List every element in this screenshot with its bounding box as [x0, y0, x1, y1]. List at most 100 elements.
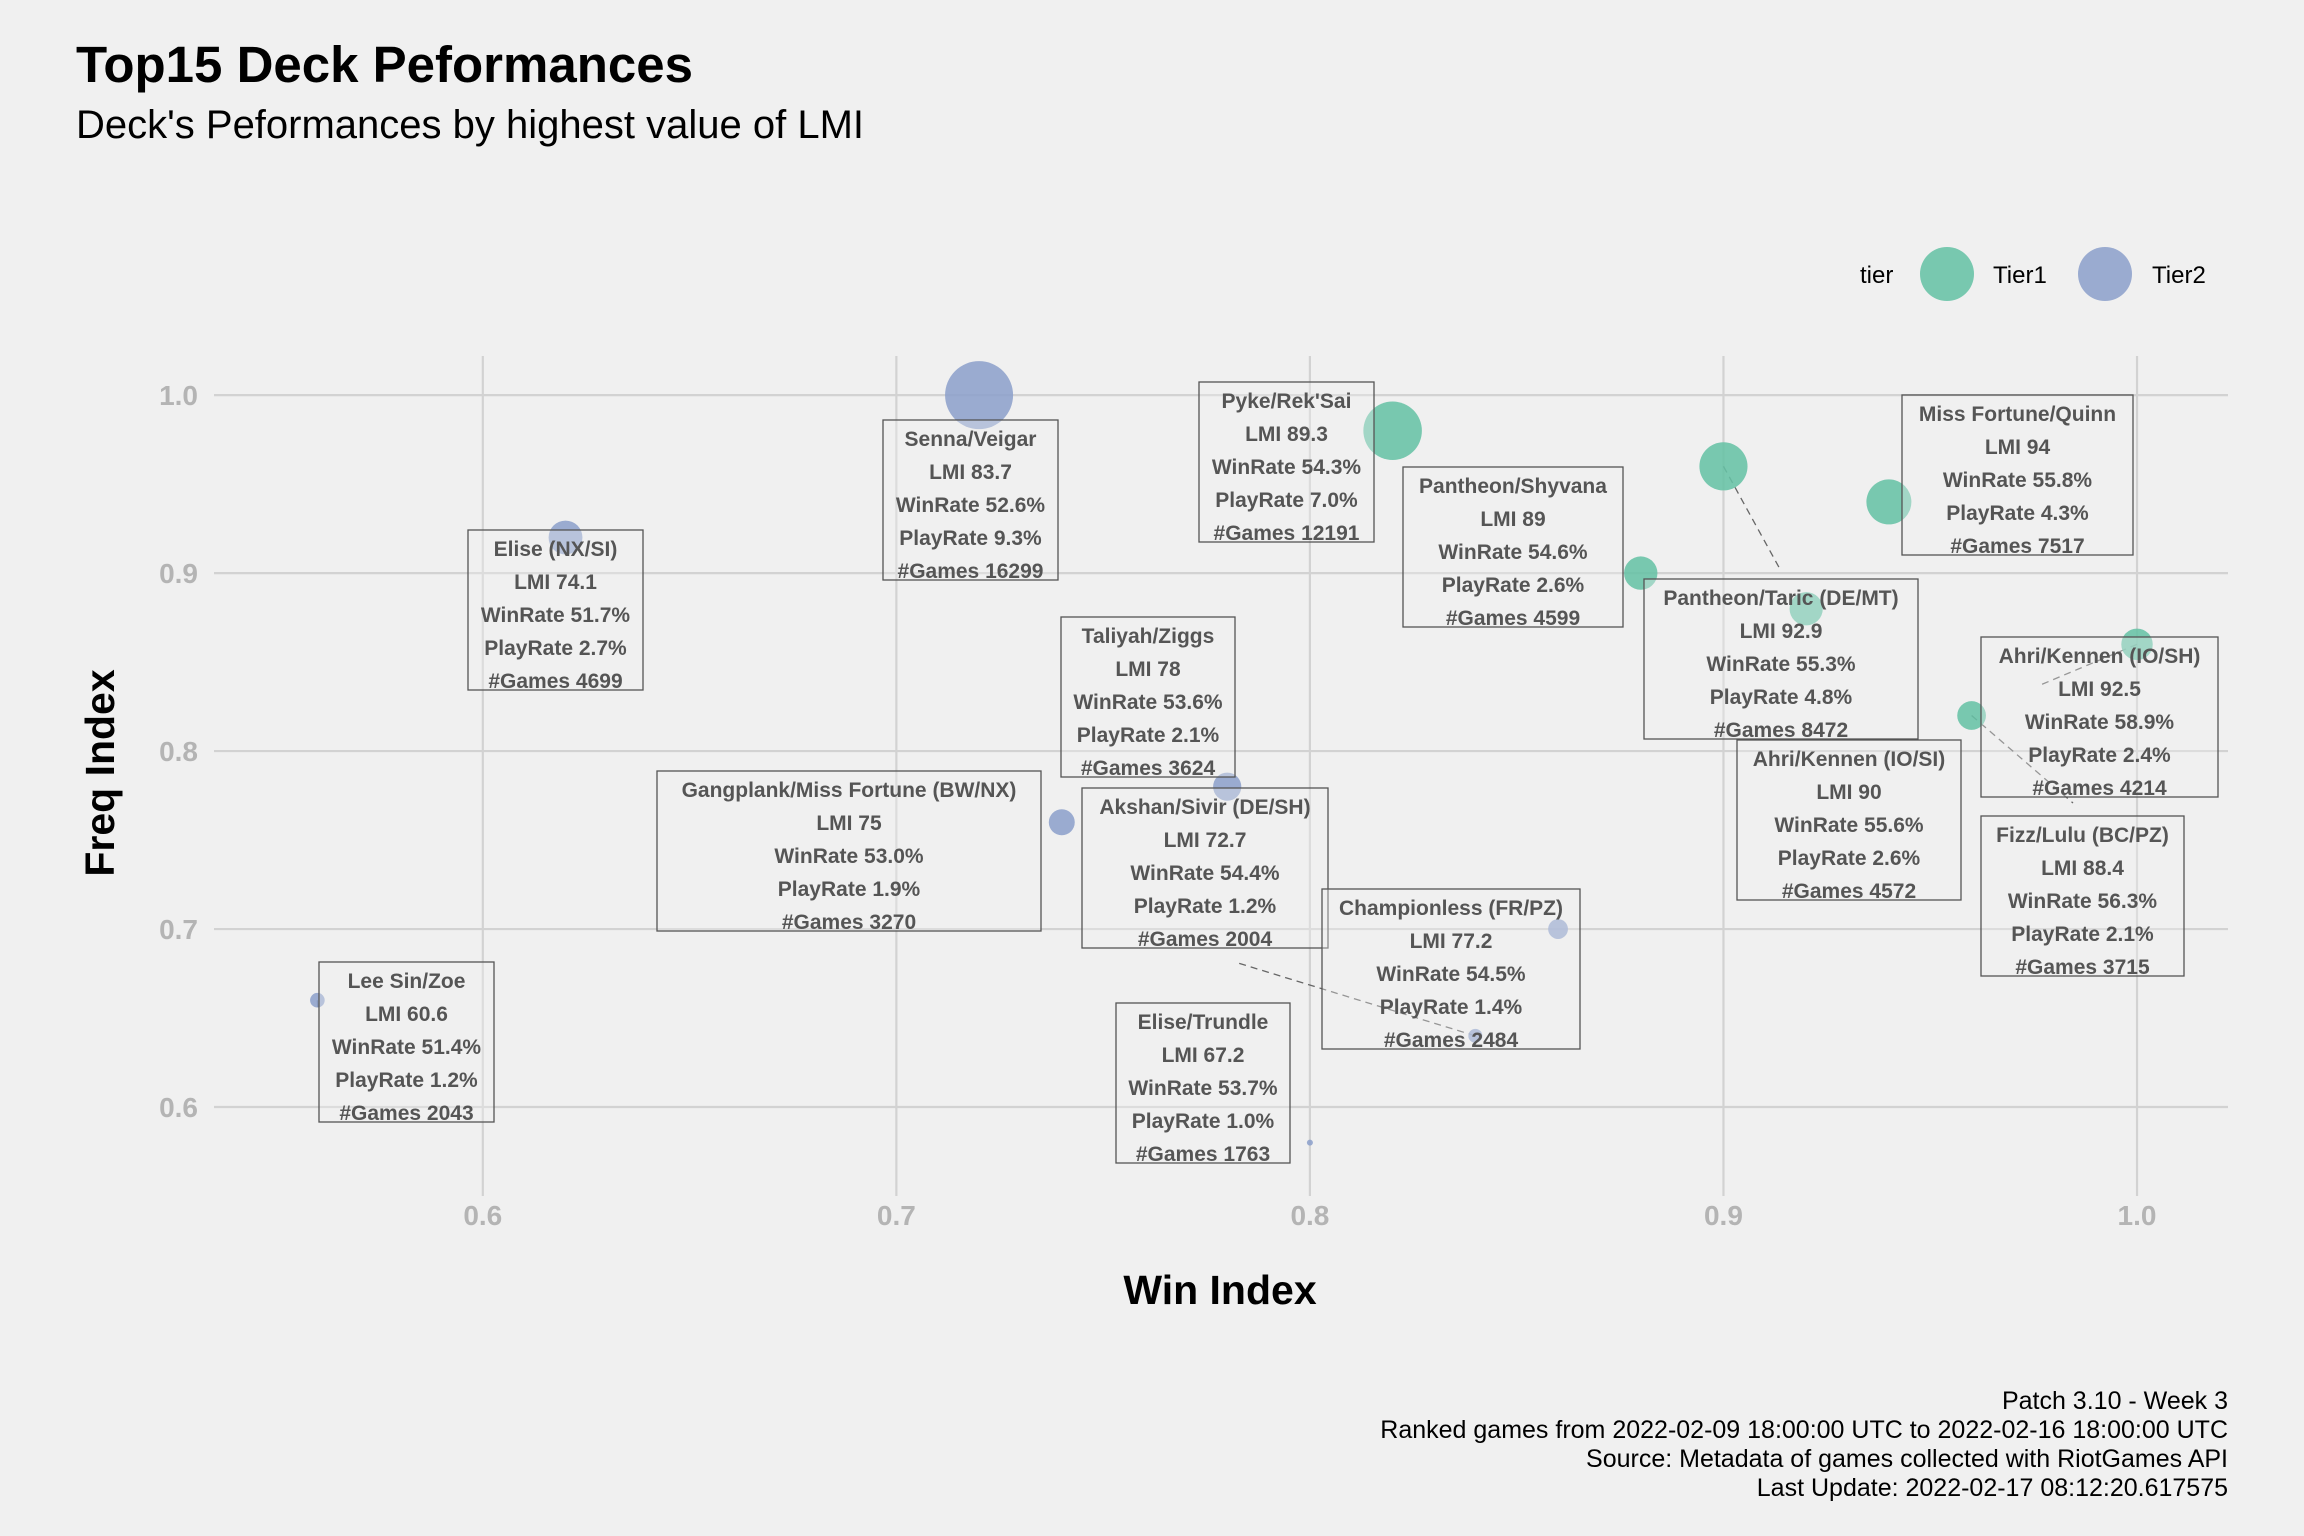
caption-line-1: Patch 3.10 - Week 3 [2002, 1387, 2228, 1415]
caption-line-4: Last Update: 2022-02-17 08:12:20.617575 [1757, 1474, 2228, 1502]
chart-subtitle: Deck's Peformances by highest value of L… [76, 103, 864, 147]
data-label-lmi: LMI 83.7 [929, 461, 1012, 484]
data-label-box [1980, 636, 2219, 798]
data-label-games: #Games 2484 [1384, 1029, 1519, 1052]
legend-title: tier [1860, 262, 1893, 289]
axis-ticks: 0.6 0.7 0.8 0.9 1.0 0.6 0.7 0.8 0.9 1.0 [159, 380, 2156, 1231]
data-label-deck: Gangplank/Miss Fortune (BW/NX) [682, 779, 1017, 802]
legend-swatch-tier2 [2078, 247, 2132, 301]
data-label-box [1060, 616, 1236, 778]
data-label-winrate: WinRate 55.8% [1943, 469, 2093, 492]
data-label-deck: Ahri/Kennen (IO/SI) [1753, 748, 1946, 771]
data-label-winrate: WinRate 55.6% [1774, 814, 1924, 837]
x-tick-label: 0.6 [463, 1200, 502, 1231]
data-label-games: #Games 3270 [782, 911, 916, 934]
data-point [1789, 592, 1823, 626]
data-label-winrate: WinRate 53.0% [774, 845, 924, 868]
data-label-box [1402, 466, 1624, 628]
legend-label-tier1: Tier1 [1993, 262, 2047, 289]
data-label-games: #Games 7517 [1950, 535, 2084, 558]
data-label-box [1115, 1002, 1291, 1164]
data-label-games: #Games 4599 [1446, 607, 1580, 630]
data-label-games: #Games 4572 [1782, 880, 1916, 903]
data-label-lmi: LMI 72.7 [1164, 829, 1247, 852]
data-label-games: #Games 12191 [1214, 522, 1360, 545]
data-point [310, 992, 325, 1008]
caption-line-2: Ranked games from 2022-02-09 18:00:00 UT… [1380, 1416, 2228, 1444]
data-label: Ahri/Kennen (IO/SI) LMI 90 WinRate 55.6% Pl… [1736, 739, 1962, 903]
data-points [310, 361, 2153, 1146]
data-label-playrate: PlayRate 2.6% [1442, 574, 1585, 597]
data-label-winrate: WinRate 54.3% [1212, 456, 1362, 479]
y-tick-label: 0.7 [159, 914, 198, 945]
data-label-playrate: PlayRate 4.3% [1946, 502, 2089, 525]
data-label-lmi: LMI 88.4 [2041, 857, 2124, 880]
data-label-winrate: WinRate 54.6% [1438, 541, 1588, 564]
data-label-games: #Games 3624 [1081, 757, 1216, 780]
data-label-games: #Games 2004 [1138, 928, 1273, 951]
data-label-games: #Games 2043 [339, 1102, 473, 1125]
data-label-playrate: PlayRate 9.3% [899, 527, 1042, 550]
data-label-winrate: WinRate 53.7% [1128, 1077, 1278, 1100]
data-label: Pyke/Rek'Sai LMI 89.3 WinRate 54.3% PlayRat… [1198, 381, 1375, 545]
data-label-playrate: PlayRate 2.6% [1778, 847, 1921, 870]
y-tick-label: 0.6 [159, 1092, 198, 1123]
data-label: Miss Fortune/Quinn LMI 94 WinRate 55.8% Pla… [1901, 394, 2134, 558]
chart-title: Top15 Deck Peformances [76, 36, 693, 93]
legend-swatch-tier1 [1920, 247, 1974, 301]
data-label-box [1901, 394, 2134, 556]
data-label-deck: Pantheon/Taric (DE/MT) [1663, 587, 1898, 610]
data-label-box [1081, 787, 1329, 949]
data-label-playrate: PlayRate 7.0% [1215, 489, 1358, 512]
data-label-playrate: PlayRate 1.9% [778, 878, 921, 901]
data-label: Pantheon/Shyvana LMI 89 WinRate 54.6% PlayR… [1402, 466, 1624, 630]
y-axis-title: Freq Index [77, 669, 123, 877]
data-label-winrate: WinRate 54.5% [1376, 963, 1526, 986]
data-label: Lee Sin/Zoe LMI 60.6 WinRate 51.4% PlayRate… [318, 961, 495, 1125]
data-point [1548, 919, 1568, 939]
data-label: Elise/Trundle LMI 67.2 WinRate 53.7% PlayRa… [1115, 1002, 1291, 1166]
data-point [1866, 479, 1912, 525]
data-label-games: #Games 4214 [2032, 777, 2167, 800]
data-label-lmi: LMI 78 [1115, 658, 1181, 681]
data-label-deck: Miss Fortune/Quinn [1919, 403, 2116, 426]
data-label-box [882, 419, 1059, 581]
data-label: Ahri/Kennen (IO/SH) LMI 92.5 WinRate 58.9%… [1980, 636, 2219, 800]
data-label-winrate: WinRate 56.3% [2008, 890, 2158, 913]
data-label-deck: Elise (NX/SI) [494, 538, 618, 561]
data-point [1048, 809, 1075, 836]
data-point [1213, 772, 1242, 801]
data-label-lmi: LMI 75 [816, 812, 882, 835]
x-tick-label: 0.8 [1290, 1200, 1329, 1231]
data-label-playrate: PlayRate 2.1% [2011, 923, 2154, 946]
data-label: Taliyah/Ziggs LMI 78 WinRate 53.6% PlayRate… [1060, 616, 1236, 780]
data-label: Elise (NX/SI) LMI 74.1 WinRate 51.7% PlayRa… [467, 529, 644, 693]
data-label-lmi: LMI 60.6 [365, 1003, 448, 1026]
data-label-games: #Games 8472 [1714, 719, 1848, 742]
data-label-deck: Lee Sin/Zoe [348, 970, 466, 993]
data-label-lmi: LMI 90 [1816, 781, 1881, 804]
data-label-lmi: LMI 67.2 [1162, 1044, 1245, 1067]
data-label-deck: Fizz/Lulu (BC/PZ) [1996, 824, 2169, 847]
data-label-lmi: LMI 92.9 [1740, 620, 1823, 643]
data-label-lmi: LMI 89 [1480, 508, 1545, 531]
data-label-lmi: LMI 92.5 [2058, 678, 2141, 701]
data-label-deck: Ahri/Kennen (IO/SH) [1999, 645, 2201, 668]
data-label-lmi: LMI 77.2 [1410, 930, 1493, 953]
data-label-winrate: WinRate 51.7% [481, 604, 631, 627]
data-point [1624, 556, 1658, 590]
data-label-playrate: PlayRate 1.2% [1134, 895, 1277, 918]
data-label-winrate: WinRate 52.6% [896, 494, 1046, 517]
data-label-box [656, 770, 1042, 932]
data-point [548, 520, 583, 555]
data-label-playrate: PlayRate 1.0% [1132, 1110, 1275, 1133]
x-tick-label: 0.9 [1704, 1200, 1743, 1231]
legend: tier Tier1 Tier2 [1860, 247, 2206, 301]
data-point [945, 361, 1014, 430]
x-axis-title: Win Index [1123, 1267, 1316, 1313]
data-labels: Pyke/Rek'Sai LMI 89.3 WinRate 54.3% PlayRat… [318, 381, 2219, 1166]
data-label-lmi: LMI 94 [1985, 436, 2051, 459]
label-leader-line [1971, 714, 2074, 804]
data-label: Championless (FR/PZ) LMI 77.2 WinRate 54.5… [1321, 888, 1581, 1052]
